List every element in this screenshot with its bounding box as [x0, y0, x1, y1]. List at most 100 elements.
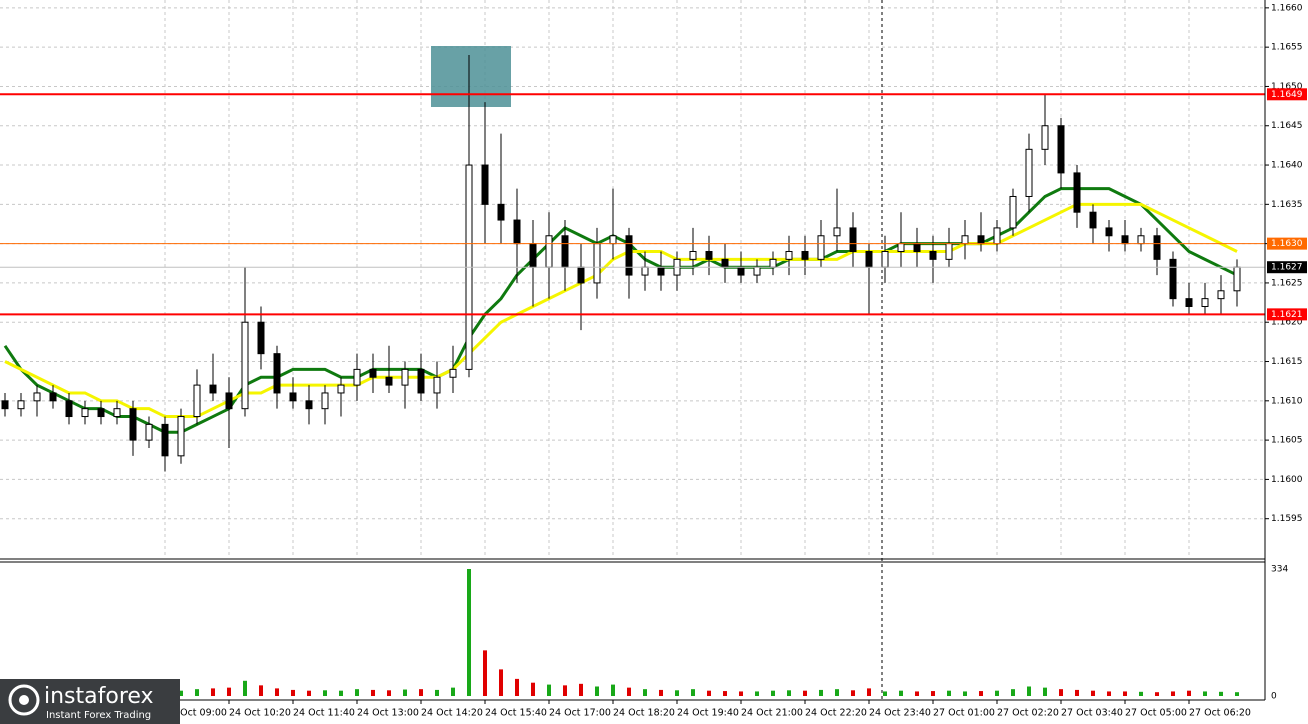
volume-bar: [835, 689, 839, 696]
volume-bar: [723, 691, 727, 696]
price-level-box: [1267, 308, 1307, 321]
volume-bar: [259, 685, 263, 696]
candle-body: [705, 250, 713, 260]
candle-body: [1009, 195, 1017, 229]
candle-body: [369, 368, 377, 378]
y-tick-label: 1.1650: [1271, 82, 1303, 92]
volume-bar: [195, 689, 199, 696]
volume-bar: [403, 689, 407, 696]
moving-average: [4, 202, 1238, 419]
volume-bar: [963, 691, 967, 696]
volume-bar: [1059, 689, 1063, 696]
candle-body: [97, 408, 105, 418]
candle-body: [353, 368, 361, 386]
volume-bar: [1107, 691, 1111, 696]
candle-body: [913, 243, 921, 252]
candle-body: [177, 416, 185, 457]
volume-bar: [771, 690, 775, 696]
volume-bar: [179, 690, 183, 696]
candle-body: [1121, 235, 1129, 245]
candle-body: [977, 235, 985, 245]
candle-body: [1153, 235, 1161, 260]
volume-bar: [627, 687, 631, 696]
candle-body: [849, 227, 857, 252]
candle-body: [833, 227, 841, 237]
volume-bar: [1187, 690, 1191, 696]
candle-body: [273, 353, 281, 394]
x-tick-label: 27 Oct 05:00: [1125, 708, 1187, 719]
candle-body: [801, 250, 809, 260]
candle-body: [625, 235, 633, 276]
candle-body: [1233, 266, 1241, 292]
logo-tagline: Instant Forex Trading: [46, 710, 151, 721]
x-tick-label: 24 Oct 13:00: [357, 708, 419, 719]
volume-bar: [1203, 691, 1207, 696]
volume-bar: [563, 685, 567, 696]
candle-body: [497, 203, 505, 221]
candle-body: [657, 266, 665, 276]
candle-body: [449, 368, 457, 378]
x-tick-label: 24 Oct 11:40: [293, 708, 355, 719]
x-tick-label: 24 Oct 22:20: [805, 708, 867, 719]
candle-body: [577, 266, 585, 284]
candle-body: [417, 368, 425, 394]
x-tick-label: 27 Oct 03:40: [1061, 708, 1123, 719]
volume-bar: [995, 690, 999, 696]
y-tick-label: 1.1595: [1271, 514, 1303, 524]
candle-body: [561, 235, 569, 268]
volume-bar: [371, 689, 375, 696]
candle-body: [433, 376, 441, 394]
volume-bar: [291, 689, 295, 696]
volume-bar: [323, 690, 327, 696]
volume-tick-label: 0: [1271, 692, 1277, 702]
price-level-label: 1.1627: [1271, 263, 1303, 273]
logo-icon: [19, 695, 29, 705]
y-tick-label: 1.1660: [1271, 3, 1303, 13]
price-level-label: 1.1630: [1271, 239, 1303, 249]
x-tick-label: 27 Oct 06:20: [1189, 708, 1251, 719]
candle-body: [737, 266, 745, 276]
volume-bar: [1011, 689, 1015, 696]
candle-body: [401, 368, 409, 386]
x-tick-label: 24 Oct 18:20: [613, 708, 675, 719]
candle-body: [1169, 258, 1177, 300]
volume-bar: [755, 691, 759, 696]
highlight-zone: [431, 46, 511, 107]
candle-body: [129, 408, 137, 441]
x-tick-label: 24 Oct 21:00: [741, 708, 803, 719]
volume-bar: [227, 687, 231, 696]
candle-body: [481, 164, 489, 205]
y-tick-label: 1.1610: [1271, 396, 1303, 406]
candle-body: [753, 266, 761, 276]
candle-body: [17, 400, 25, 410]
volume-bar: [931, 691, 935, 696]
candle-body: [49, 392, 57, 402]
price-level-box: [1267, 237, 1307, 250]
x-tick-label: 24 Oct 10:20: [229, 708, 291, 719]
volume-bar: [899, 690, 903, 696]
candle-body: [961, 235, 969, 245]
candle-body: [385, 376, 393, 386]
x-tick-label: 24 Oct 15:40: [485, 708, 547, 719]
y-tick-label: 1.1640: [1271, 161, 1303, 171]
volume-bar: [515, 678, 519, 696]
x-tick-label: 24 Oct 17:00: [549, 708, 611, 719]
candle-body: [817, 235, 825, 260]
logo-icon: [8, 684, 40, 716]
volume-bar: [275, 688, 279, 696]
candle-body: [81, 408, 89, 418]
candle-body: [1185, 298, 1193, 308]
volume-bar: [691, 689, 695, 696]
y-tick-label: 1.1635: [1271, 200, 1303, 210]
volume-bar: [1091, 690, 1095, 696]
candle-body: [865, 250, 873, 268]
y-tick-label: 1.1620: [1271, 318, 1303, 328]
volume-bar: [435, 689, 439, 696]
y-tick-label: 1.1600: [1271, 475, 1303, 485]
x-tick-label: 24 Oct 23:40: [869, 708, 931, 719]
candle-body: [337, 384, 345, 394]
price-level-box: [1267, 88, 1307, 101]
volume-bar: [1171, 691, 1175, 696]
volume-bar: [819, 689, 823, 696]
